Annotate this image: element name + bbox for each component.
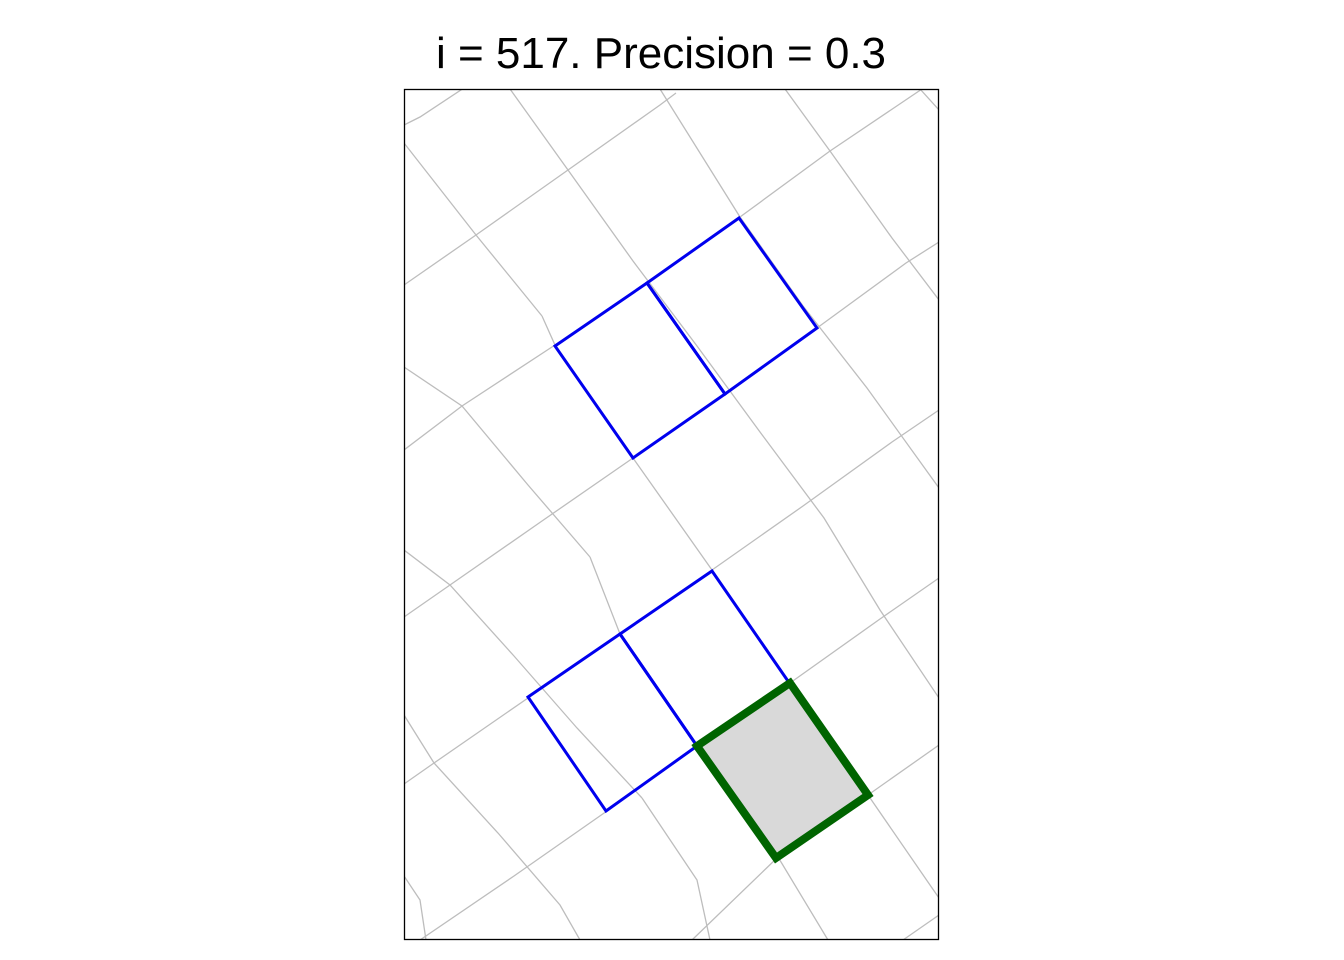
current-cell (691, 677, 874, 864)
grid-line (509, 89, 939, 699)
grid-line (919, 89, 939, 111)
plot-title: i = 517. Precision = 0.3 (435, 29, 887, 78)
grid-line (404, 714, 581, 940)
grid-line (641, 797, 711, 940)
grid-line (902, 914, 939, 940)
neighbor-cell (644, 215, 820, 397)
plot-frame (403, 88, 940, 941)
grid-line (404, 366, 591, 558)
grid-line (404, 142, 543, 317)
grid-line (404, 89, 464, 126)
plot-background (404, 89, 939, 940)
grid-line (784, 89, 939, 301)
grid-line (404, 875, 427, 940)
grid-line (404, 549, 643, 799)
